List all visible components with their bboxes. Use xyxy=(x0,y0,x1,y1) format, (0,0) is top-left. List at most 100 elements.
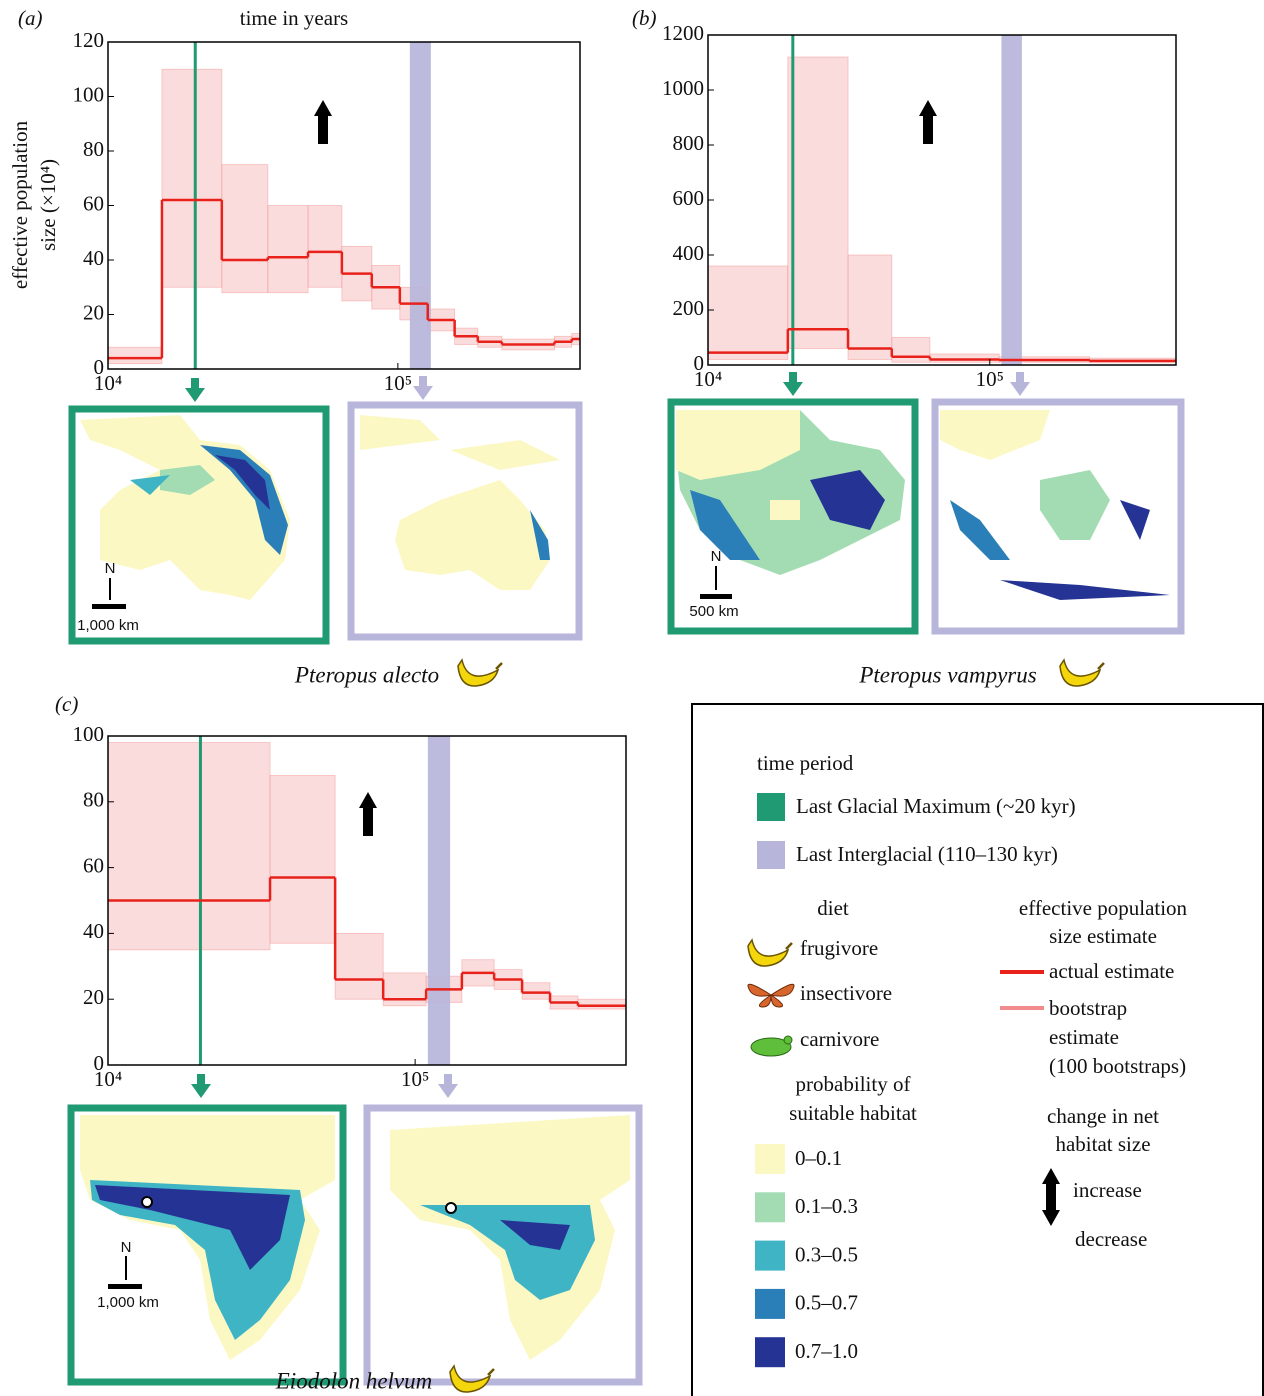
x-tick-label: 10⁵ xyxy=(384,371,412,395)
legend-title: size estimate xyxy=(1049,924,1157,948)
lig-band xyxy=(427,736,451,1065)
y-tick-label: 60 xyxy=(83,191,104,215)
legend-swatch xyxy=(757,793,785,821)
increase-arrow xyxy=(314,100,332,144)
bootstrap-range xyxy=(847,254,893,360)
species-caption: Eiodolon helvum xyxy=(275,1368,433,1393)
y-tick-label: 1200 xyxy=(662,21,704,45)
legend-label: 0.1–0.3 xyxy=(795,1194,858,1218)
carnivore-icon xyxy=(750,1035,793,1057)
legend-label: 0.3–0.5 xyxy=(795,1242,858,1266)
bootstrap-range xyxy=(267,205,309,294)
bootstrap-range xyxy=(382,972,427,1007)
map-lig-c xyxy=(363,1104,643,1386)
legend-label: Last Interglacial (110–130 kyr) xyxy=(796,842,1058,866)
map-scale-label: 1,000 km xyxy=(97,1294,159,1311)
lgm-arrow xyxy=(191,1074,211,1098)
lgm-arrow xyxy=(185,378,205,402)
y-tick-label: 60 xyxy=(83,853,104,877)
y-tick-label: 80 xyxy=(83,788,104,812)
legend-swatch xyxy=(755,1337,785,1368)
plot-frame xyxy=(107,735,627,1066)
y-tick-label: 80 xyxy=(83,137,104,161)
bootstrap-range xyxy=(787,56,849,349)
x-tick-label: 10⁵ xyxy=(976,367,1004,391)
x-tick-label: 10⁴ xyxy=(694,367,722,391)
frugivore-icon xyxy=(456,658,504,688)
y-tick-label: 100 xyxy=(73,82,105,106)
map-lgm-a xyxy=(68,405,330,645)
legend-label: bootstrap xyxy=(1049,996,1127,1020)
legend-label: estimate xyxy=(1049,1025,1119,1049)
map-lig-a xyxy=(347,401,583,641)
legend-title: probability of xyxy=(796,1072,911,1096)
legend-label: 0–0.1 xyxy=(795,1146,842,1170)
legend-title: effective population xyxy=(1019,896,1188,920)
y-tick-label: 40 xyxy=(83,919,104,943)
lig-arrow xyxy=(413,376,433,400)
y-tick-label: 40 xyxy=(83,246,104,270)
scale-bar xyxy=(700,566,732,599)
legend-label: carnivore xyxy=(800,1027,879,1051)
legend-label: 0.7–1.0 xyxy=(795,1339,858,1363)
legend-swatch xyxy=(755,1288,785,1319)
legend-label: 0.5–0.7 xyxy=(795,1291,858,1315)
increase-arrow xyxy=(359,792,377,836)
lig-band xyxy=(1001,35,1022,365)
species-caption: Pteropus vampyrus xyxy=(858,662,1036,687)
legend-swatch xyxy=(755,1192,785,1223)
north-label: N xyxy=(105,560,116,577)
map-lig-b xyxy=(931,398,1185,635)
scale-bar xyxy=(108,1256,142,1289)
decrease-icon xyxy=(1042,1182,1060,1226)
y-tick-label: 200 xyxy=(673,296,705,320)
lig-arrow xyxy=(438,1074,458,1098)
map-lgm-c xyxy=(67,1104,347,1386)
bootstrap-range xyxy=(221,164,269,294)
bootstrap-range xyxy=(521,982,551,1000)
y-tick-label: 100 xyxy=(73,722,105,746)
y-axis-label: effective population xyxy=(8,120,32,289)
legend-label: frugivore xyxy=(800,936,878,960)
legend-label: Last Glacial Maximum (~20 kyr) xyxy=(796,794,1076,818)
map-scale-label: 500 km xyxy=(689,603,738,620)
lig-arrow xyxy=(1010,372,1030,396)
bootstrap-range xyxy=(269,775,336,944)
north-label: N xyxy=(121,1239,132,1256)
y-tick-label: 20 xyxy=(83,300,104,324)
bootstrap-range xyxy=(929,353,1000,363)
legend-label: insectivore xyxy=(800,981,892,1005)
legend-title: change in net xyxy=(1047,1104,1159,1128)
y-tick-label: 1000 xyxy=(662,76,704,100)
y-tick-label: 600 xyxy=(673,186,705,210)
lig-band xyxy=(409,42,431,369)
frugivore-icon xyxy=(1058,658,1106,688)
insectivore-icon xyxy=(747,983,795,1008)
x-axis-label: time in years xyxy=(240,6,348,30)
north-label: N xyxy=(711,548,722,565)
legend-label: actual estimate xyxy=(1049,959,1174,983)
panel-label: (c) xyxy=(55,692,78,716)
increase-arrow xyxy=(919,100,937,144)
y-tick-label: 0 xyxy=(694,351,705,375)
legend-label: increase xyxy=(1073,1178,1142,1202)
bootstrap-range xyxy=(107,742,271,951)
legend-title: diet xyxy=(817,896,849,920)
legend-box xyxy=(691,703,1264,1396)
legend-title: habitat size xyxy=(1055,1132,1150,1156)
panel-label: (a) xyxy=(18,6,43,30)
bootstrap-range xyxy=(334,933,384,1000)
legend-swatch xyxy=(755,1144,785,1174)
scale-bar xyxy=(92,578,126,609)
bootstrap-range xyxy=(891,337,931,363)
panel-label: (b) xyxy=(632,6,657,30)
x-tick-label: 10⁴ xyxy=(94,371,122,395)
legend-swatch xyxy=(757,841,785,869)
y-tick-label: 20 xyxy=(83,985,104,1009)
legend-swatch xyxy=(755,1240,785,1271)
bootstrap-range xyxy=(307,205,343,288)
bootstrap-range xyxy=(107,346,163,364)
map-lgm-b xyxy=(667,398,919,635)
y-tick-label: 400 xyxy=(673,241,705,265)
